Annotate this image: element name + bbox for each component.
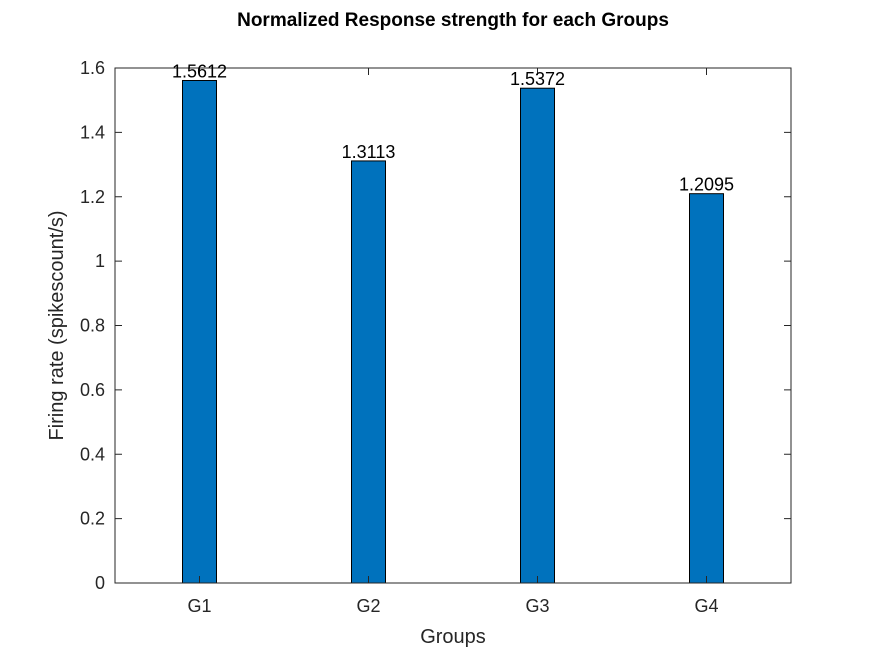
labels-layer: 1.5612 1.3113 1.5372 1.2095 G1 G2 G3 G4 0 0.2 0.4 0… xyxy=(80,58,734,616)
x-tick-label-g1: G1 xyxy=(187,596,211,616)
y-tick-label: 1.4 xyxy=(80,122,105,142)
y-tick-label: 1.6 xyxy=(80,58,105,78)
data-label-g2: 1.3113 xyxy=(342,142,396,162)
x-tick-label-g2: G2 xyxy=(356,596,380,616)
x-tick-label-g3: G3 xyxy=(525,596,549,616)
y-tick-label: 1 xyxy=(95,251,105,271)
y-tick-label: 0.6 xyxy=(80,380,105,400)
plot-frame xyxy=(114,67,792,584)
data-label-g3: 1.5372 xyxy=(510,69,565,89)
data-label-g1: 1.5612 xyxy=(172,61,227,81)
bars-layer xyxy=(182,79,724,584)
x-axis-label: Groups xyxy=(420,626,486,648)
y-axis-label: Firing rate (spikescount/s) xyxy=(46,210,68,440)
y-tick-label: 0.8 xyxy=(80,316,105,336)
y-tick-label: 0.4 xyxy=(80,444,105,464)
chart-title: Normalized Response strength for each Gr… xyxy=(237,10,669,31)
y-tick-label: 0.2 xyxy=(80,509,105,529)
bar-g3 xyxy=(520,87,555,584)
plot-area xyxy=(115,68,791,583)
bar-g2 xyxy=(351,160,386,584)
y-tick-label: 1.2 xyxy=(80,187,105,207)
bar-g4 xyxy=(689,193,724,584)
x-tick-label-g4: G4 xyxy=(694,596,718,616)
data-label-g4: 1.2095 xyxy=(679,175,734,195)
y-tick-label: 0 xyxy=(95,573,105,593)
bar-g1 xyxy=(182,79,217,584)
